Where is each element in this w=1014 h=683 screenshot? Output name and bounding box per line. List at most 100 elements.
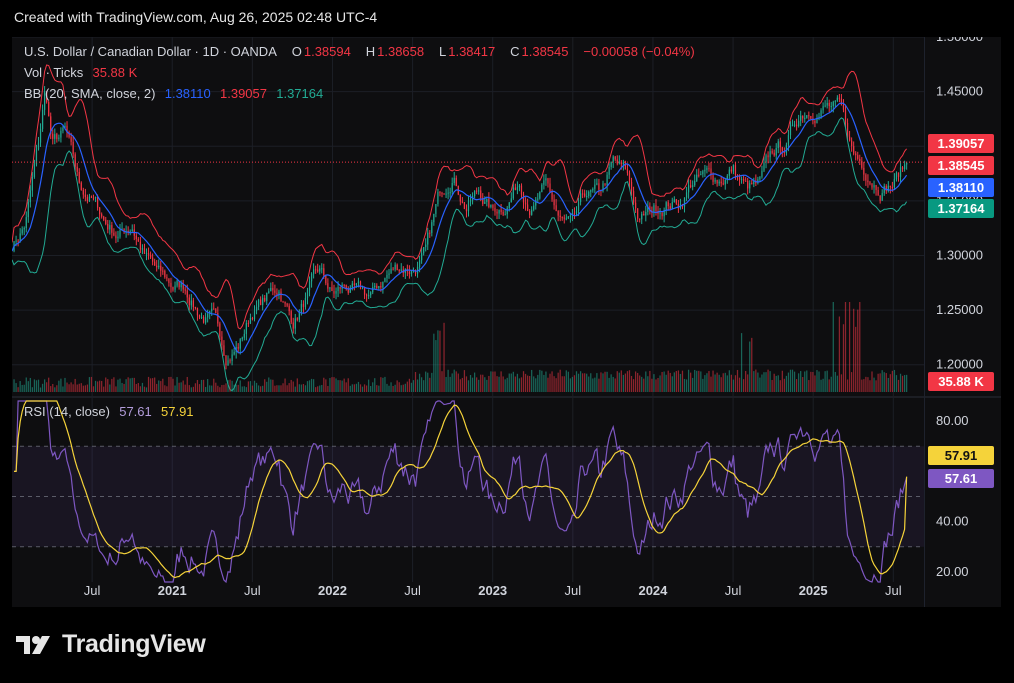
candle-body — [103, 216, 105, 220]
badge-volume: 35.88 K — [928, 372, 994, 391]
candle-body — [306, 290, 309, 299]
candle-body — [105, 219, 107, 224]
candle-body — [745, 180, 747, 182]
candle-body — [883, 186, 885, 194]
volume-bar — [111, 378, 113, 392]
volume-bar — [151, 378, 154, 392]
volume-bar — [865, 376, 867, 392]
candle-body — [204, 317, 207, 323]
volume-bar — [745, 370, 747, 392]
candle-body — [482, 197, 484, 204]
volume-bar — [579, 371, 582, 392]
price-tick-label: 1.30000 — [936, 247, 983, 262]
candle-body — [673, 199, 675, 203]
candle-body — [567, 216, 569, 219]
volume-bar — [492, 371, 494, 392]
volume-bar — [573, 375, 576, 392]
volume-bar — [504, 379, 506, 392]
volume-bar — [280, 385, 282, 392]
volume-bar — [647, 376, 649, 392]
candle-body — [215, 309, 217, 314]
candle-body — [361, 288, 364, 290]
volume-bar — [763, 372, 765, 392]
candle-body — [166, 277, 168, 279]
volume-bar — [812, 371, 814, 392]
candle-body — [777, 141, 779, 148]
candle-body — [628, 172, 631, 182]
volume-bar — [176, 377, 178, 392]
candle-body — [327, 283, 329, 289]
volume-bar — [25, 377, 27, 392]
brand-logo[interactable]: TradingView — [16, 630, 206, 659]
volume-bar — [94, 380, 97, 392]
rsi-label[interactable]: RSI (14, close) — [24, 404, 110, 419]
candle-body — [151, 257, 154, 262]
volume-bar — [571, 376, 574, 392]
bb-label[interactable]: BB (20, SMA, close, 2) — [24, 86, 156, 101]
candle-body — [60, 130, 62, 138]
volume-bar — [260, 386, 262, 392]
candle-body — [331, 287, 333, 292]
candle-body — [384, 278, 386, 282]
candle-body — [447, 192, 449, 194]
candle-body — [109, 225, 111, 230]
volume-bar — [659, 375, 661, 392]
volume-bar — [524, 373, 527, 392]
volume-bar — [43, 379, 46, 392]
candle-body — [486, 198, 488, 202]
volume-bar — [270, 379, 272, 392]
volume-bar — [209, 385, 211, 392]
volume-label[interactable]: Vol · Ticks — [24, 65, 84, 80]
candle-body — [158, 265, 160, 268]
volume-bar — [135, 383, 137, 392]
volume-bar — [304, 385, 307, 392]
candle-body — [808, 115, 810, 117]
candle-body — [561, 217, 563, 219]
volume-bar — [543, 374, 545, 392]
candle-body — [510, 198, 512, 203]
volume-bar — [637, 372, 639, 392]
volume-bar — [787, 372, 790, 392]
volume-bar — [622, 374, 624, 392]
volume-bar — [231, 380, 233, 392]
volume-bar — [149, 378, 152, 392]
candle-body — [806, 115, 808, 118]
candle-body — [298, 312, 300, 320]
volume-bar — [502, 376, 504, 392]
candle-body — [211, 308, 213, 311]
candle-body — [213, 308, 215, 310]
candle-body — [374, 285, 376, 288]
candle-body — [598, 183, 600, 190]
volume-bar — [596, 373, 598, 392]
candle-body — [577, 202, 580, 212]
volume-bar — [145, 387, 148, 392]
volume-bar — [333, 377, 335, 392]
volume-bar — [64, 377, 66, 392]
candle-body — [262, 297, 264, 306]
candle-body — [645, 211, 647, 216]
candle-body — [547, 178, 549, 184]
high-label: H — [365, 44, 376, 59]
candle-body — [865, 174, 867, 181]
symbol-title[interactable]: U.S. Dollar / Canadian Dollar · 1D · OAN… — [24, 44, 277, 59]
volume-bar — [649, 370, 651, 392]
volume-bar — [551, 371, 553, 392]
volume-bar — [531, 369, 533, 392]
volume-bar — [361, 386, 364, 392]
volume-bar — [714, 374, 716, 392]
volume-bar — [700, 371, 702, 392]
volume-bar — [471, 377, 474, 392]
volume-bar — [563, 376, 565, 392]
candle-body — [647, 206, 649, 212]
volume-bar — [125, 379, 127, 392]
volume-bar — [710, 376, 712, 392]
candle-body — [753, 180, 755, 185]
volume-bar — [315, 387, 317, 392]
volume-bar — [473, 372, 476, 392]
candle-body — [46, 91, 48, 103]
volume-bar — [785, 375, 788, 392]
volume-bar — [520, 377, 523, 392]
candle-body — [714, 179, 716, 182]
candle-body — [192, 300, 194, 308]
candle-body — [180, 283, 182, 288]
